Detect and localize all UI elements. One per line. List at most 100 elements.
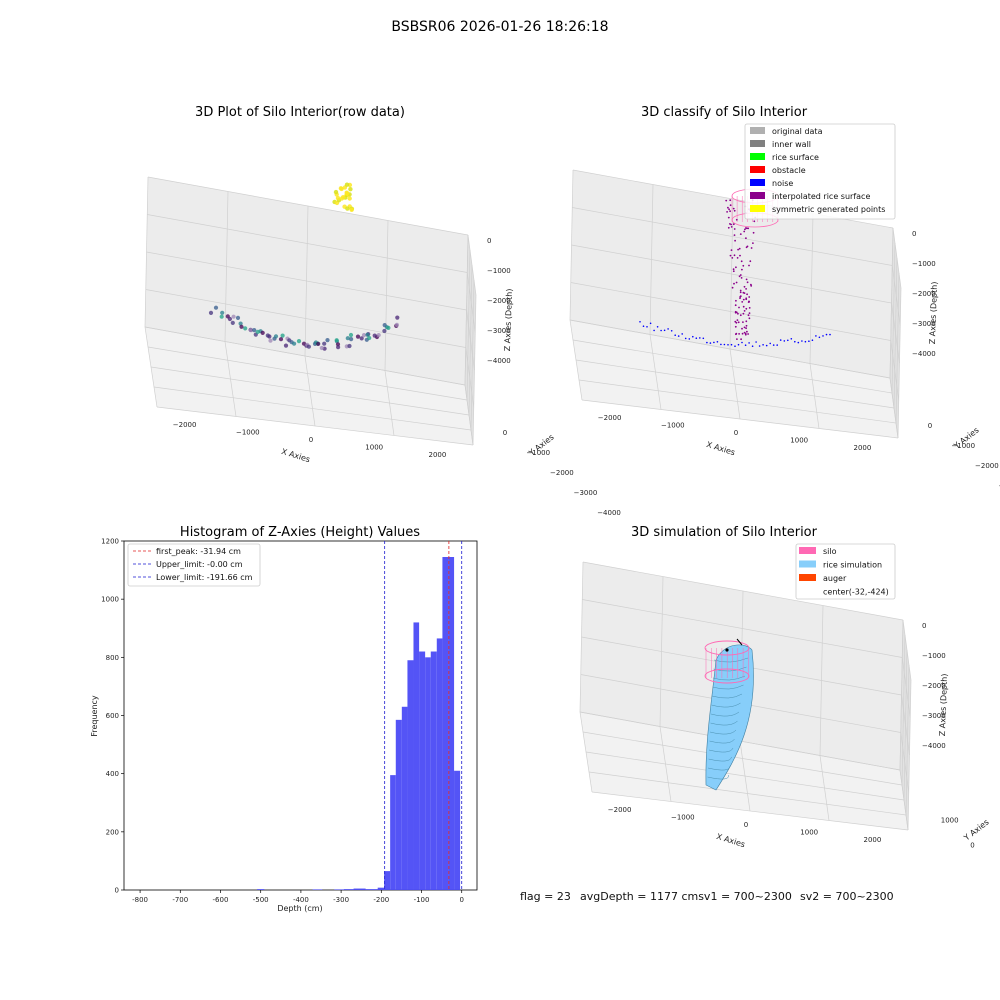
histogram-bar: [436, 638, 443, 890]
scatter-point: [243, 326, 248, 331]
interpolated-point: [735, 281, 738, 284]
z-tick-label: 0: [487, 237, 491, 245]
noise-point: [695, 337, 698, 340]
grid-line: [588, 771, 907, 816]
interpolated-point: [738, 275, 741, 278]
interpolated-point: [730, 223, 732, 226]
x-tick-label: −2000: [173, 421, 197, 429]
legend: original data inner wall rice surface obsta…: [744, 123, 896, 220]
noise-point: [825, 333, 828, 336]
x-tick-label: −1000: [661, 421, 685, 429]
sv2-text: sv2 = 700~2300: [800, 890, 894, 903]
x-tick-label: 2000: [428, 451, 446, 459]
y-tick-label: 1000: [101, 596, 119, 604]
scatter-point: [336, 345, 341, 350]
surface-contour: [711, 693, 743, 699]
interpolated-point: [739, 233, 742, 236]
x-axis-label: X Axies: [280, 447, 311, 464]
interpolated-point: [752, 242, 754, 245]
panel-raw-3d-plot: 3D Plot of Silo Interior(row data) −2000…: [144, 105, 621, 517]
interpolated-point: [740, 277, 743, 279]
interpolated-point: [735, 321, 738, 324]
auger-marker: [736, 638, 743, 646]
noise-point: [779, 339, 782, 341]
grid-line: [150, 366, 470, 416]
interpolated-point: [738, 333, 740, 335]
scatter-point: [372, 333, 377, 338]
interpolated-point: [741, 332, 744, 335]
grid-line: [809, 213, 814, 364]
interpolated-point: [745, 278, 748, 281]
noise-point: [737, 343, 740, 346]
z-axis-label: Z Axies (Depth): [938, 673, 949, 736]
interpolated-point: [734, 239, 736, 242]
scatter-point: [322, 341, 327, 346]
interpolated-point: [748, 312, 751, 314]
interpolated-point: [749, 260, 752, 263]
noise-point: [762, 344, 764, 346]
interpolated-point: [745, 237, 747, 240]
noise-point: [670, 330, 673, 332]
histogram-bar: [407, 660, 414, 890]
interpolated-point: [741, 301, 744, 303]
interpolated-point: [752, 231, 755, 234]
grid-line: [895, 272, 900, 424]
interpolated-point: [745, 288, 747, 290]
grid-line: [899, 619, 904, 771]
interpolated-point: [742, 264, 745, 267]
scatter-point: [292, 341, 297, 346]
histogram-bar: [384, 871, 391, 890]
grid-line: [384, 220, 389, 371]
interpolated-point: [750, 247, 753, 249]
scatter-point: [208, 310, 214, 315]
legend-frame: [127, 543, 261, 587]
legend-frame: [795, 543, 896, 600]
legend-label: rice surface: [772, 153, 819, 162]
histogram-bar: [377, 887, 385, 890]
scatter-point: [345, 206, 350, 211]
interpolated-point: [735, 266, 737, 269]
interpolated-point: [748, 300, 750, 303]
noise-point: [744, 344, 747, 347]
noise-point: [808, 340, 810, 343]
noise-point: [688, 338, 691, 340]
legend-label: Upper_limit: -0.00 cm: [156, 560, 243, 569]
scatter-point: [349, 337, 354, 342]
grid-line: [809, 363, 820, 429]
noise-point: [804, 340, 807, 343]
x-tick-label: -200: [373, 896, 389, 904]
interpolated-point: [729, 210, 731, 213]
x-tick-label: −2000: [598, 414, 622, 422]
surface-contour: [710, 711, 740, 717]
interpolated-point: [743, 292, 746, 294]
x-tick-label: -800: [132, 896, 148, 904]
interpolated-point: [743, 310, 746, 312]
grid-line: [585, 751, 905, 801]
x-axis-label: Depth (cm): [277, 904, 322, 913]
surface-contour: [707, 765, 731, 771]
interpolated-point: [745, 327, 747, 330]
figure-title: BSBSR06 2026-01-26 18:26:18: [391, 19, 608, 35]
interpolated-point: [748, 317, 751, 320]
x-axis-label: X Axies: [705, 440, 736, 457]
noise-point: [758, 345, 761, 347]
legend-swatch: [750, 140, 765, 147]
grid-line: [145, 289, 466, 348]
noise-point: [667, 328, 669, 330]
grid-line: [464, 384, 474, 446]
grid-line: [575, 359, 895, 409]
noise-point: [723, 343, 726, 346]
noise-point: [699, 337, 701, 339]
interpolated-point: [730, 249, 733, 252]
scatter-point: [359, 336, 364, 341]
scatter-point: [334, 338, 339, 343]
histogram-bar: [448, 557, 455, 890]
interpolated-point: [742, 321, 744, 323]
panel-title: Histogram of Z-Axies (Height) Values: [180, 525, 420, 540]
y-tick-label: 800: [106, 654, 119, 662]
scatter-point: [235, 315, 241, 320]
histogram-bar: [390, 775, 396, 890]
x-tick-label: −1000: [236, 428, 260, 436]
interpolated-point: [733, 209, 736, 212]
